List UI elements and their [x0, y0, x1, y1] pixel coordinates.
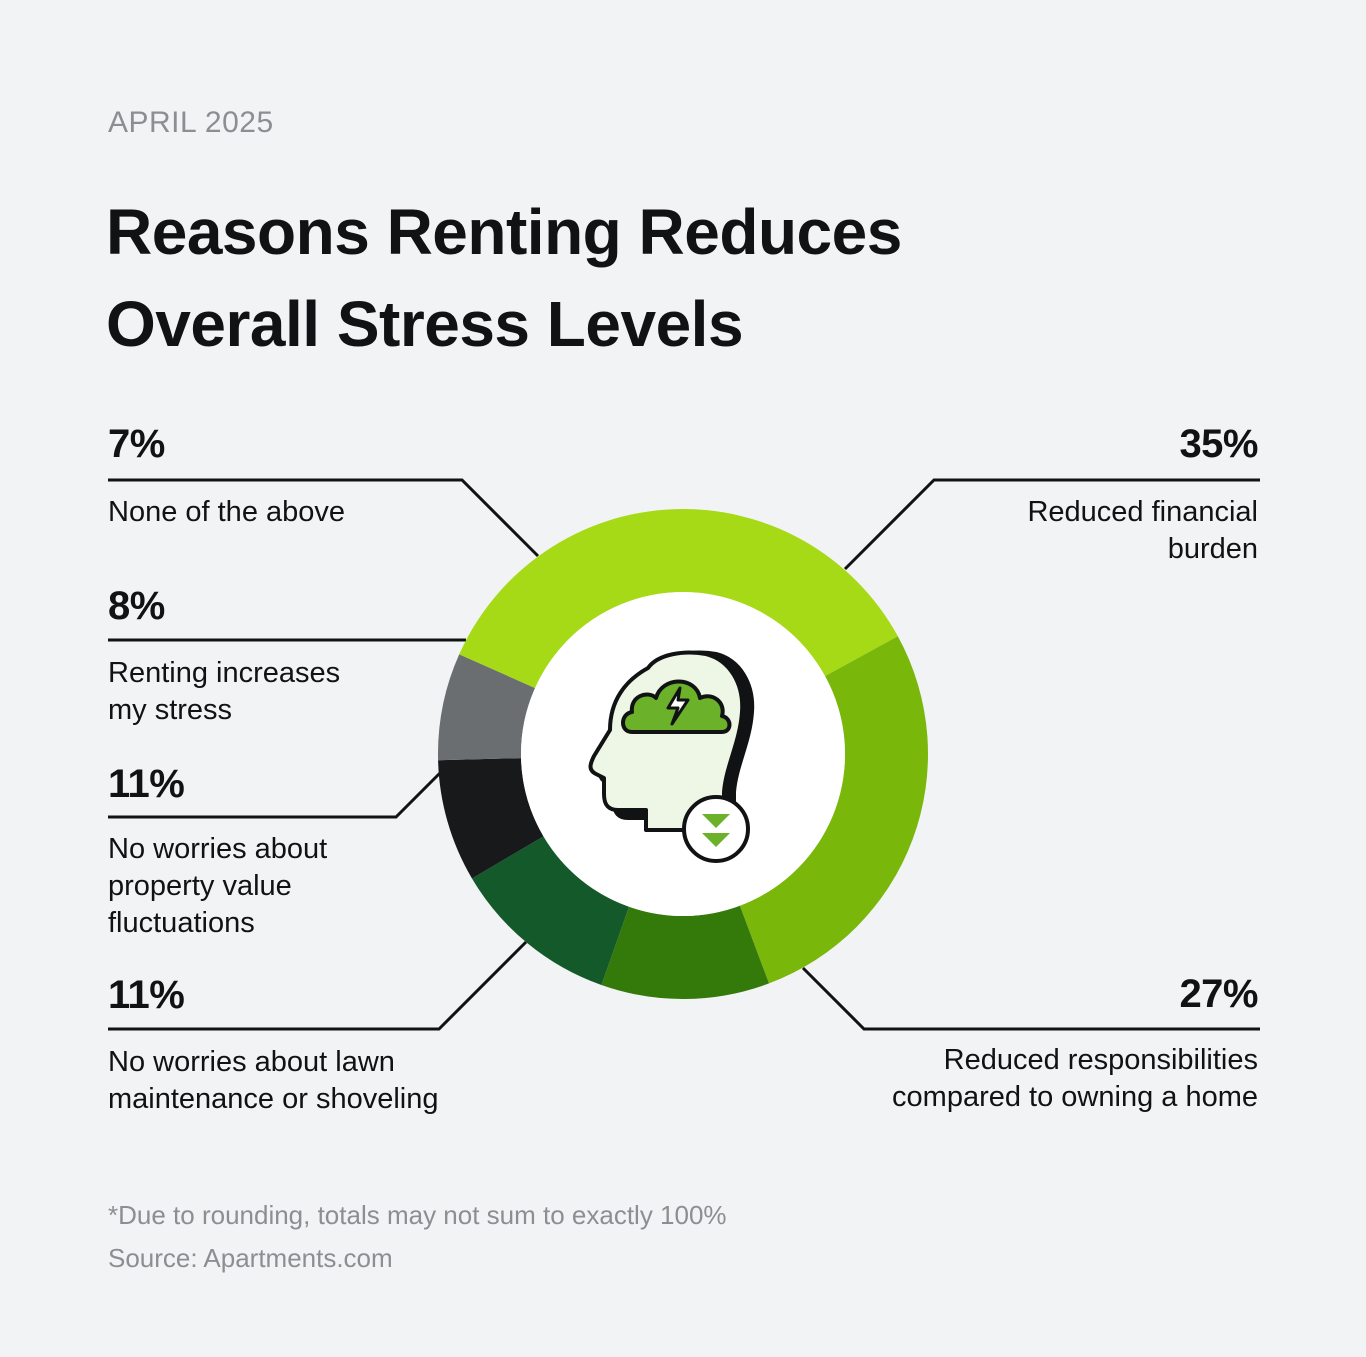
lightning-bolt-icon	[666, 686, 690, 726]
rounding-note: *Due to rounding, totals may not sum to …	[108, 1200, 727, 1230]
label-reduced-responsibilities: Reduced responsibilities compared to own…	[892, 1044, 1258, 1113]
source-note: Source: Apartments.com	[108, 1243, 393, 1273]
donut-slices	[438, 508, 929, 999]
leader-line-reduced-responsibilities	[801, 966, 1260, 1031]
pct-property-value: 11%	[108, 762, 185, 806]
label-property-value: No worries about property value fluctuat…	[108, 833, 328, 939]
down-badge	[682, 795, 750, 863]
donut-slice-5	[438, 654, 536, 761]
donut-slice-3	[471, 836, 630, 986]
label-none-of-the-above: None of the above	[108, 496, 346, 528]
pct-reduced-responsibilities: 27%	[1179, 972, 1258, 1016]
donut-slice-1	[739, 636, 929, 984]
donut-slice-0	[459, 508, 898, 689]
head-stress-icon	[588, 650, 755, 863]
pct-none-of-the-above: 7%	[108, 422, 165, 466]
chevron-down-icon-1	[702, 814, 730, 828]
leader-line-lawn-maintenance	[108, 940, 528, 1031]
label-lawn-maintenance: No worries about lawn maintenance or sho…	[108, 1046, 439, 1115]
label-financial-burden: Reduced financial burden	[1027, 496, 1258, 565]
pct-financial-burden: 35%	[1179, 422, 1258, 466]
leader-line-property-value	[108, 771, 442, 819]
leader-lines	[108, 478, 1260, 1031]
pct-renting-increases-stress: 8%	[108, 584, 165, 628]
chart-title: Reasons Renting Reduces Overall Stress L…	[106, 196, 902, 360]
donut-slice-4	[438, 758, 544, 879]
leader-line-financial-burden	[843, 478, 1260, 571]
leader-line-none-of-the-above	[108, 478, 540, 558]
chevron-down-icon-2	[702, 833, 730, 847]
report-date: APRIL 2025	[108, 106, 274, 139]
donut-slice-2	[601, 905, 769, 999]
label-renting-increases-stress: Renting increases my stress	[108, 657, 341, 726]
pct-lawn-maintenance: 11%	[108, 973, 185, 1017]
